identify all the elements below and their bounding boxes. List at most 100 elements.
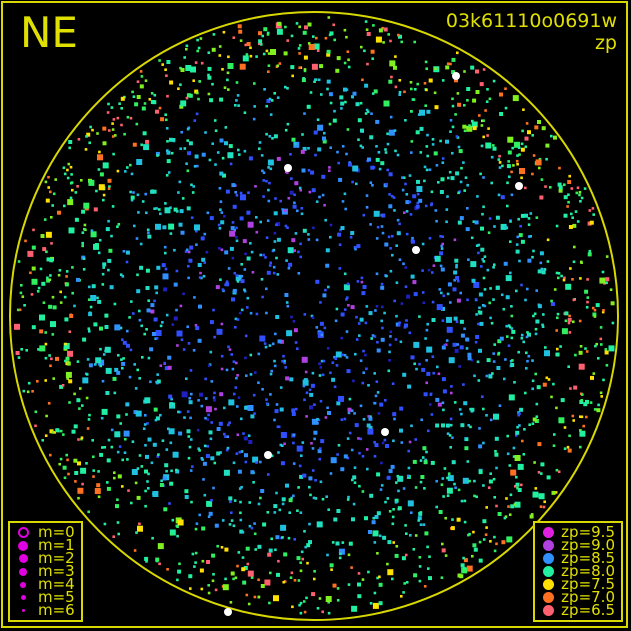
star-point (505, 497, 508, 500)
star-point (277, 339, 282, 344)
star-point (140, 75, 144, 78)
star-point (597, 403, 600, 407)
star-point (311, 63, 318, 70)
star-point (164, 464, 168, 468)
star-point (531, 379, 535, 383)
star-point (446, 62, 450, 65)
star-point (153, 93, 157, 97)
star-point (404, 285, 408, 288)
star-point (280, 461, 285, 466)
star-point (307, 233, 310, 236)
star-point (399, 340, 403, 344)
star-point (186, 325, 189, 329)
star-point (511, 359, 514, 362)
star-point (492, 352, 495, 355)
star-point (329, 31, 334, 36)
star-point (316, 49, 320, 52)
star-point (219, 171, 224, 176)
star-point (316, 417, 319, 421)
star-point (441, 79, 445, 82)
star-point (488, 217, 492, 220)
star-point (553, 135, 557, 140)
star-point (40, 234, 45, 238)
star-point (107, 438, 111, 442)
star-point (81, 244, 84, 248)
star-point (261, 388, 264, 391)
star-point (387, 540, 392, 545)
star-point (426, 109, 431, 114)
star-point (156, 265, 161, 270)
zp-label: zp=6.5 (561, 600, 615, 619)
star-point (239, 518, 243, 522)
star-point (164, 68, 167, 71)
star-point (228, 496, 233, 501)
star-point (123, 132, 126, 136)
star-point (132, 312, 135, 315)
star-point (102, 126, 107, 131)
star-point (313, 80, 316, 83)
star-point (579, 400, 584, 404)
star-point (169, 481, 174, 486)
star-point (213, 391, 216, 395)
star-point (346, 282, 350, 286)
star-point (326, 87, 329, 91)
star-point (600, 343, 603, 346)
star-point (386, 475, 391, 480)
star-point (393, 129, 397, 132)
star-point (81, 482, 84, 486)
star-point (214, 523, 219, 528)
star-point (268, 97, 272, 101)
star-point (515, 430, 520, 435)
star-point (483, 288, 487, 291)
star-point (453, 401, 457, 404)
star-point (445, 208, 449, 211)
star-point (159, 364, 163, 367)
star-point (585, 350, 589, 353)
star-point (439, 264, 443, 268)
star-point (234, 326, 237, 329)
star-point (213, 119, 217, 122)
star-point (147, 231, 150, 235)
zp-label: zp=9.0 (561, 535, 615, 554)
star-point (539, 251, 544, 256)
star-point (235, 226, 238, 230)
star-point (225, 280, 229, 283)
star-point (391, 577, 394, 581)
star-point (489, 316, 492, 320)
star-point (580, 415, 584, 419)
star-point (316, 607, 320, 610)
star-point (129, 163, 132, 167)
star-point (36, 290, 40, 293)
star-point (555, 352, 560, 357)
star-point (238, 311, 242, 315)
star-point (531, 134, 534, 137)
star-point (394, 55, 397, 58)
star-point (121, 458, 124, 462)
zp-legend-item: zp=8.0 (539, 563, 615, 579)
star-point (541, 126, 546, 131)
star-point (462, 161, 465, 164)
star-point (516, 162, 519, 166)
star-point (188, 445, 192, 449)
star-point (157, 543, 164, 550)
star-point (522, 108, 525, 111)
star-point (206, 418, 209, 421)
star-point (50, 242, 53, 245)
star-point (388, 204, 393, 209)
star-point (595, 303, 600, 308)
star-point (384, 148, 387, 151)
star-point (298, 52, 301, 55)
star-point (274, 332, 277, 336)
star-point (67, 162, 71, 166)
star-point (383, 311, 386, 315)
star-point (220, 354, 224, 358)
star-point (119, 326, 123, 330)
star-point (353, 481, 357, 484)
star-point (132, 191, 135, 194)
star-point (202, 478, 205, 481)
star-point (530, 513, 534, 516)
star-point (542, 505, 546, 509)
star-point (500, 195, 505, 200)
star-point (428, 576, 432, 581)
